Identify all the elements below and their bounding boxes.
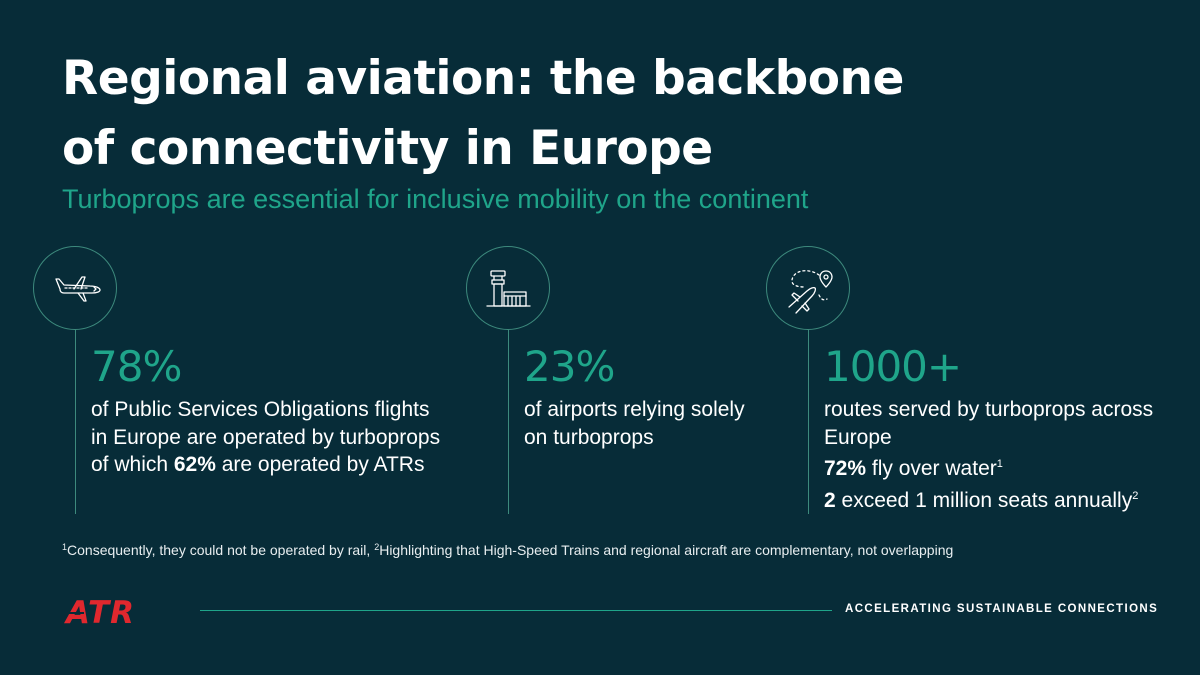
atr-logo: ATR	[64, 598, 134, 626]
airport-tower-icon	[466, 246, 550, 330]
column-divider-line	[508, 330, 509, 514]
title-line-2: of connectivity in Europe	[62, 121, 713, 176]
stat-description: routes served by turboprops across Europ…	[824, 398, 1154, 512]
footnote: 1Consequently, they could not be operate…	[62, 542, 954, 558]
route-map-icon	[766, 246, 850, 330]
tagline: ACCELERATING SUSTAINABLE CONNECTIONS	[845, 603, 1159, 615]
stat-highlight: 62%	[173, 453, 216, 476]
stat-value: 78%	[91, 342, 182, 391]
page-title: Regional aviation: the backbone of conne…	[62, 44, 1062, 184]
stat-description: of airports relying solely on turboprops	[524, 398, 745, 449]
column-divider-line	[808, 330, 809, 514]
stat-value: 1000+	[824, 342, 962, 391]
airplane-icon	[33, 246, 117, 330]
stat-description: of Public Services Obligations flights i…	[91, 398, 441, 476]
title-line-1: Regional aviation: the backbone	[62, 51, 904, 106]
page-subtitle: Turboprops are essential for inclusive m…	[62, 184, 809, 214]
stat-value: 23%	[524, 342, 615, 391]
column-divider-line	[75, 330, 76, 514]
footer-divider	[200, 610, 832, 611]
